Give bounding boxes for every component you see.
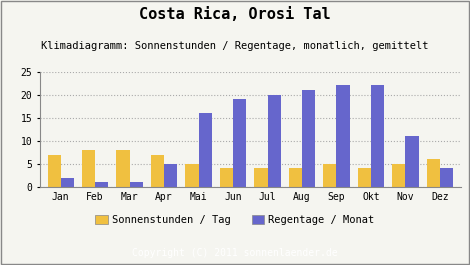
Bar	[47, 154, 61, 187]
Bar	[164, 164, 177, 187]
Bar	[302, 90, 315, 187]
Bar	[151, 154, 164, 187]
Text: Copyright (C) 2011 sonnenlaender.de: Copyright (C) 2011 sonnenlaender.de	[132, 248, 338, 258]
Bar	[358, 168, 371, 187]
Bar	[323, 164, 337, 187]
Bar	[61, 178, 74, 187]
Bar	[95, 182, 108, 187]
Bar	[233, 99, 246, 187]
Bar	[337, 85, 350, 187]
Bar	[186, 164, 198, 187]
Bar	[289, 168, 302, 187]
Bar	[254, 168, 267, 187]
Bar	[406, 136, 419, 187]
Bar	[267, 95, 281, 187]
Bar	[117, 150, 130, 187]
Text: Klimadiagramm: Sonnenstunden / Regentage, monatlich, gemittelt: Klimadiagramm: Sonnenstunden / Regentage…	[41, 41, 429, 51]
Bar	[220, 168, 233, 187]
Bar	[130, 182, 143, 187]
Bar	[371, 85, 384, 187]
Bar	[427, 159, 440, 187]
Legend: Sonnenstunden / Tag, Regentage / Monat: Sonnenstunden / Tag, Regentage / Monat	[91, 211, 379, 229]
Bar	[440, 168, 453, 187]
Bar	[392, 164, 406, 187]
Text: Costa Rica, Orosi Tal: Costa Rica, Orosi Tal	[139, 7, 331, 22]
Bar	[198, 113, 212, 187]
Bar	[82, 150, 95, 187]
